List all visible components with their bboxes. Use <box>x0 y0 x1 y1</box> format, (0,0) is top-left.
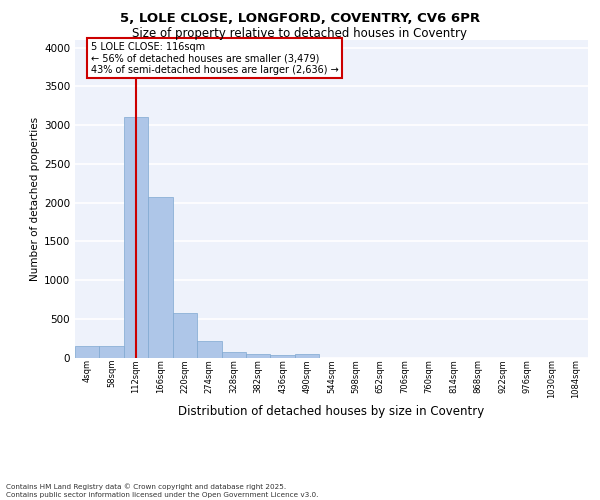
Bar <box>221 352 246 358</box>
X-axis label: Distribution of detached houses by size in Coventry: Distribution of detached houses by size … <box>178 405 485 418</box>
Bar <box>100 346 124 358</box>
Text: Contains HM Land Registry data © Crown copyright and database right 2025.
Contai: Contains HM Land Registry data © Crown c… <box>6 484 319 498</box>
Bar <box>246 354 271 358</box>
Text: Size of property relative to detached houses in Coventry: Size of property relative to detached ho… <box>133 28 467 40</box>
Text: 5, LOLE CLOSE, LONGFORD, COVENTRY, CV6 6PR: 5, LOLE CLOSE, LONGFORD, COVENTRY, CV6 6… <box>120 12 480 26</box>
Bar <box>148 197 173 358</box>
Y-axis label: Number of detached properties: Number of detached properties <box>30 116 40 281</box>
Text: 5 LOLE CLOSE: 116sqm
← 56% of detached houses are smaller (3,479)
43% of semi-de: 5 LOLE CLOSE: 116sqm ← 56% of detached h… <box>91 42 338 74</box>
Bar <box>197 341 221 357</box>
Bar <box>295 354 319 358</box>
Bar <box>75 346 100 358</box>
Bar <box>124 118 148 358</box>
Bar <box>173 312 197 358</box>
Bar <box>271 355 295 358</box>
